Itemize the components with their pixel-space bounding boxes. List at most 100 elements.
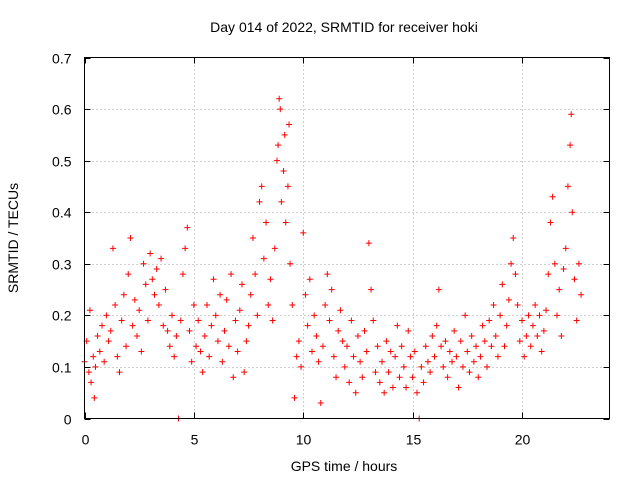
data-point <box>411 348 418 355</box>
data-point <box>420 379 427 386</box>
data-point <box>568 111 575 118</box>
data-point <box>350 353 357 360</box>
data-point <box>201 332 208 339</box>
data-point <box>230 374 237 381</box>
data-point <box>484 363 490 370</box>
data-point <box>278 198 285 205</box>
x-tick-label: 15 <box>406 432 422 448</box>
data-point <box>564 183 571 190</box>
data-point <box>158 255 165 262</box>
data-point <box>193 343 200 350</box>
data-point <box>396 374 403 381</box>
data-point <box>212 312 219 319</box>
data-point <box>295 338 302 345</box>
data-point <box>330 353 337 360</box>
data-point <box>221 327 228 334</box>
data-point <box>505 296 512 303</box>
data-point <box>501 343 508 350</box>
data-point <box>431 353 438 360</box>
data-point <box>103 312 110 319</box>
data-point <box>208 322 215 329</box>
data-point <box>514 302 521 309</box>
data-point <box>398 343 405 350</box>
data-point <box>127 235 134 241</box>
data-point <box>525 312 532 319</box>
data-point <box>282 219 289 226</box>
data-point <box>354 332 361 339</box>
data-point <box>337 307 344 314</box>
data-point <box>427 369 434 376</box>
marks-layer <box>81 95 585 422</box>
data-point <box>409 374 416 381</box>
data-point <box>293 353 300 360</box>
data-point <box>545 271 552 278</box>
data-point <box>433 322 440 329</box>
data-point <box>116 369 123 376</box>
data-point <box>223 296 230 303</box>
data-point <box>265 302 272 309</box>
data-point <box>275 142 282 149</box>
data-point <box>455 384 462 391</box>
data-point <box>359 374 366 381</box>
data-point <box>245 322 252 329</box>
data-point <box>490 302 497 309</box>
data-point <box>497 312 504 319</box>
data-point <box>424 358 431 365</box>
data-point <box>527 343 534 350</box>
data-point <box>99 322 105 329</box>
data-point <box>302 291 309 298</box>
data-point <box>286 121 293 128</box>
data-point <box>422 343 429 350</box>
data-point <box>252 271 259 278</box>
data-point <box>442 338 449 345</box>
data-point <box>291 394 298 401</box>
y-tick-label: 0.6 <box>52 102 72 118</box>
data-point <box>195 317 202 324</box>
data-point <box>400 363 407 370</box>
data-point <box>153 265 160 272</box>
data-point <box>444 374 451 381</box>
data-point <box>86 307 93 314</box>
data-point <box>210 276 217 283</box>
data-point <box>403 384 410 391</box>
data-point <box>486 317 493 324</box>
data-point <box>394 322 401 329</box>
data-point <box>284 183 291 190</box>
data-point <box>374 343 381 350</box>
data-point <box>543 307 550 314</box>
data-point <box>160 322 167 329</box>
data-point <box>529 322 536 329</box>
data-point <box>516 338 523 345</box>
data-point <box>508 260 515 267</box>
data-point <box>254 312 261 319</box>
data-point <box>289 302 296 309</box>
data-point <box>204 302 210 309</box>
data-point <box>352 389 359 396</box>
data-point <box>538 348 545 355</box>
data-point <box>306 276 313 283</box>
data-point <box>277 106 284 113</box>
data-point <box>298 363 305 370</box>
data-point <box>322 302 329 309</box>
data-point <box>241 369 248 376</box>
data-point <box>562 245 569 252</box>
data-point <box>440 363 447 370</box>
data-point <box>269 317 276 324</box>
data-point <box>361 327 368 334</box>
data-point <box>129 322 136 329</box>
data-point <box>341 363 348 370</box>
data-point <box>438 343 445 350</box>
data-point <box>239 281 245 288</box>
data-point <box>136 307 143 314</box>
data-point <box>389 384 396 391</box>
data-point <box>263 219 270 226</box>
data-point <box>179 271 186 278</box>
data-point <box>534 332 541 339</box>
x-axis-label: GPS time / hours <box>291 458 398 474</box>
data-point <box>114 353 121 360</box>
y-axis-label: SRMTID / TECUs <box>5 183 21 293</box>
data-point <box>383 338 390 345</box>
data-point <box>365 240 372 247</box>
data-point <box>96 348 103 355</box>
